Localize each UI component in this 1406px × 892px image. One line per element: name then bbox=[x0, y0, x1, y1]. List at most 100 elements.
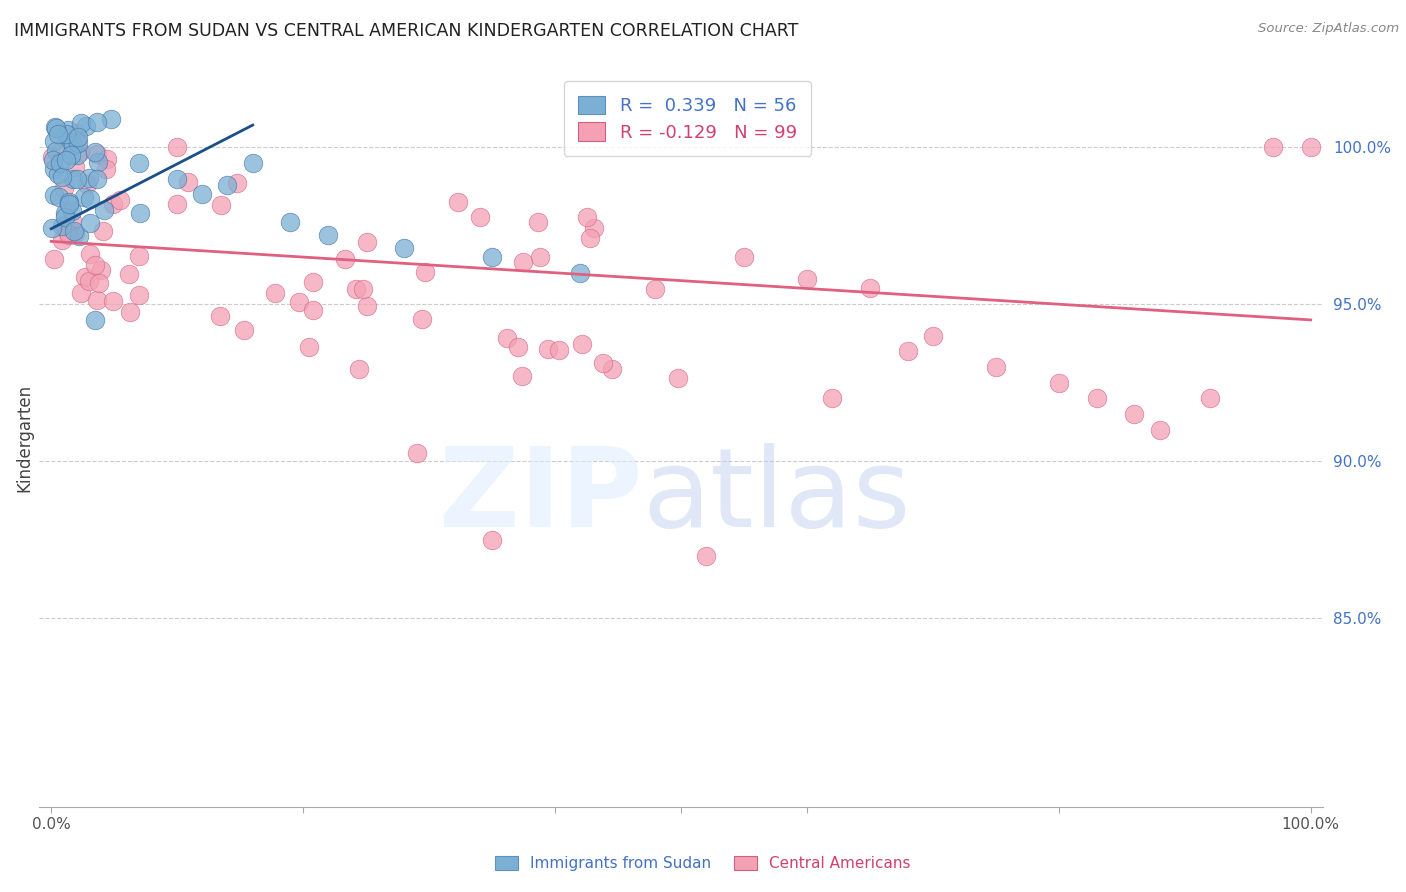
Point bbox=[49, 143, 72, 157]
Point bbox=[75, 120, 97, 134]
Point bbox=[527, 215, 550, 229]
Point bbox=[67, 130, 90, 145]
Point bbox=[548, 343, 571, 358]
Point bbox=[51, 219, 73, 233]
Point bbox=[209, 309, 232, 323]
Point bbox=[66, 148, 89, 162]
Point bbox=[63, 226, 86, 240]
Point bbox=[51, 233, 73, 247]
Point bbox=[93, 202, 115, 217]
Point bbox=[70, 115, 93, 129]
Point bbox=[600, 362, 623, 376]
Point bbox=[177, 175, 200, 189]
Point bbox=[46, 167, 69, 181]
Point bbox=[55, 206, 77, 220]
Point bbox=[46, 127, 69, 141]
Point bbox=[571, 336, 593, 351]
Point bbox=[128, 288, 150, 302]
Point bbox=[62, 214, 84, 228]
Point bbox=[233, 322, 256, 336]
Point bbox=[129, 206, 152, 220]
Point bbox=[48, 190, 70, 204]
Point bbox=[53, 210, 76, 224]
Y-axis label: Kindergarten: Kindergarten bbox=[15, 384, 32, 491]
Point bbox=[83, 145, 105, 159]
Text: IMMIGRANTS FROM SUDAN VS CENTRAL AMERICAN KINDERGARTEN CORRELATION CHART: IMMIGRANTS FROM SUDAN VS CENTRAL AMERICA… bbox=[14, 22, 799, 40]
Point bbox=[55, 153, 77, 167]
Point bbox=[77, 171, 100, 186]
Point bbox=[62, 223, 84, 237]
Point bbox=[1047, 376, 1070, 390]
Point bbox=[100, 112, 122, 126]
Point bbox=[66, 171, 89, 186]
Point bbox=[859, 281, 882, 295]
Point bbox=[508, 340, 530, 354]
Point bbox=[1199, 392, 1222, 406]
Text: atlas: atlas bbox=[643, 443, 911, 550]
Point bbox=[45, 144, 67, 158]
Point bbox=[79, 247, 101, 261]
Point bbox=[298, 340, 321, 354]
Point bbox=[79, 192, 101, 206]
Point bbox=[70, 286, 93, 301]
Point bbox=[77, 274, 100, 288]
Point bbox=[62, 172, 84, 186]
Point bbox=[356, 299, 378, 313]
Point bbox=[59, 147, 82, 161]
Point bbox=[44, 252, 66, 266]
Point bbox=[66, 132, 89, 146]
Point bbox=[352, 282, 374, 296]
Point bbox=[120, 305, 142, 319]
Point bbox=[41, 149, 63, 163]
Point bbox=[90, 263, 112, 277]
Point bbox=[579, 231, 602, 245]
Point bbox=[58, 122, 80, 136]
Point bbox=[60, 135, 83, 149]
Point bbox=[84, 258, 107, 272]
Point bbox=[225, 176, 247, 190]
Point bbox=[69, 145, 91, 159]
Point bbox=[897, 344, 920, 359]
Point bbox=[1261, 140, 1284, 154]
Point bbox=[411, 311, 433, 326]
Point bbox=[536, 343, 558, 357]
Point bbox=[644, 282, 666, 296]
Point bbox=[41, 220, 63, 235]
Point bbox=[481, 533, 503, 547]
Point bbox=[65, 126, 87, 140]
Text: Source: ZipAtlas.com: Source: ZipAtlas.com bbox=[1258, 22, 1399, 36]
Point bbox=[392, 241, 415, 255]
Point bbox=[86, 147, 108, 161]
Point bbox=[302, 276, 325, 290]
Point bbox=[63, 160, 86, 174]
Point bbox=[406, 446, 429, 460]
Point bbox=[79, 216, 101, 230]
Point bbox=[1149, 423, 1171, 437]
Point bbox=[42, 153, 65, 167]
Point bbox=[316, 228, 339, 243]
Point bbox=[56, 196, 79, 211]
Point bbox=[62, 203, 84, 218]
Point bbox=[510, 369, 533, 384]
Point bbox=[55, 127, 77, 141]
Point bbox=[76, 178, 98, 192]
Point bbox=[1123, 407, 1146, 421]
Point bbox=[447, 195, 470, 210]
Point bbox=[821, 392, 844, 406]
Point bbox=[288, 294, 311, 309]
Point bbox=[666, 371, 689, 385]
Point bbox=[73, 190, 96, 204]
Point bbox=[91, 224, 114, 238]
Point bbox=[796, 272, 818, 286]
Point bbox=[495, 331, 517, 345]
Point bbox=[583, 220, 606, 235]
Point bbox=[44, 120, 66, 134]
Point bbox=[84, 313, 107, 327]
Point bbox=[51, 169, 73, 184]
Point bbox=[191, 187, 214, 202]
Point bbox=[101, 293, 124, 308]
Point bbox=[58, 227, 80, 242]
Point bbox=[86, 115, 108, 129]
Point bbox=[67, 229, 90, 244]
Point bbox=[512, 255, 534, 269]
